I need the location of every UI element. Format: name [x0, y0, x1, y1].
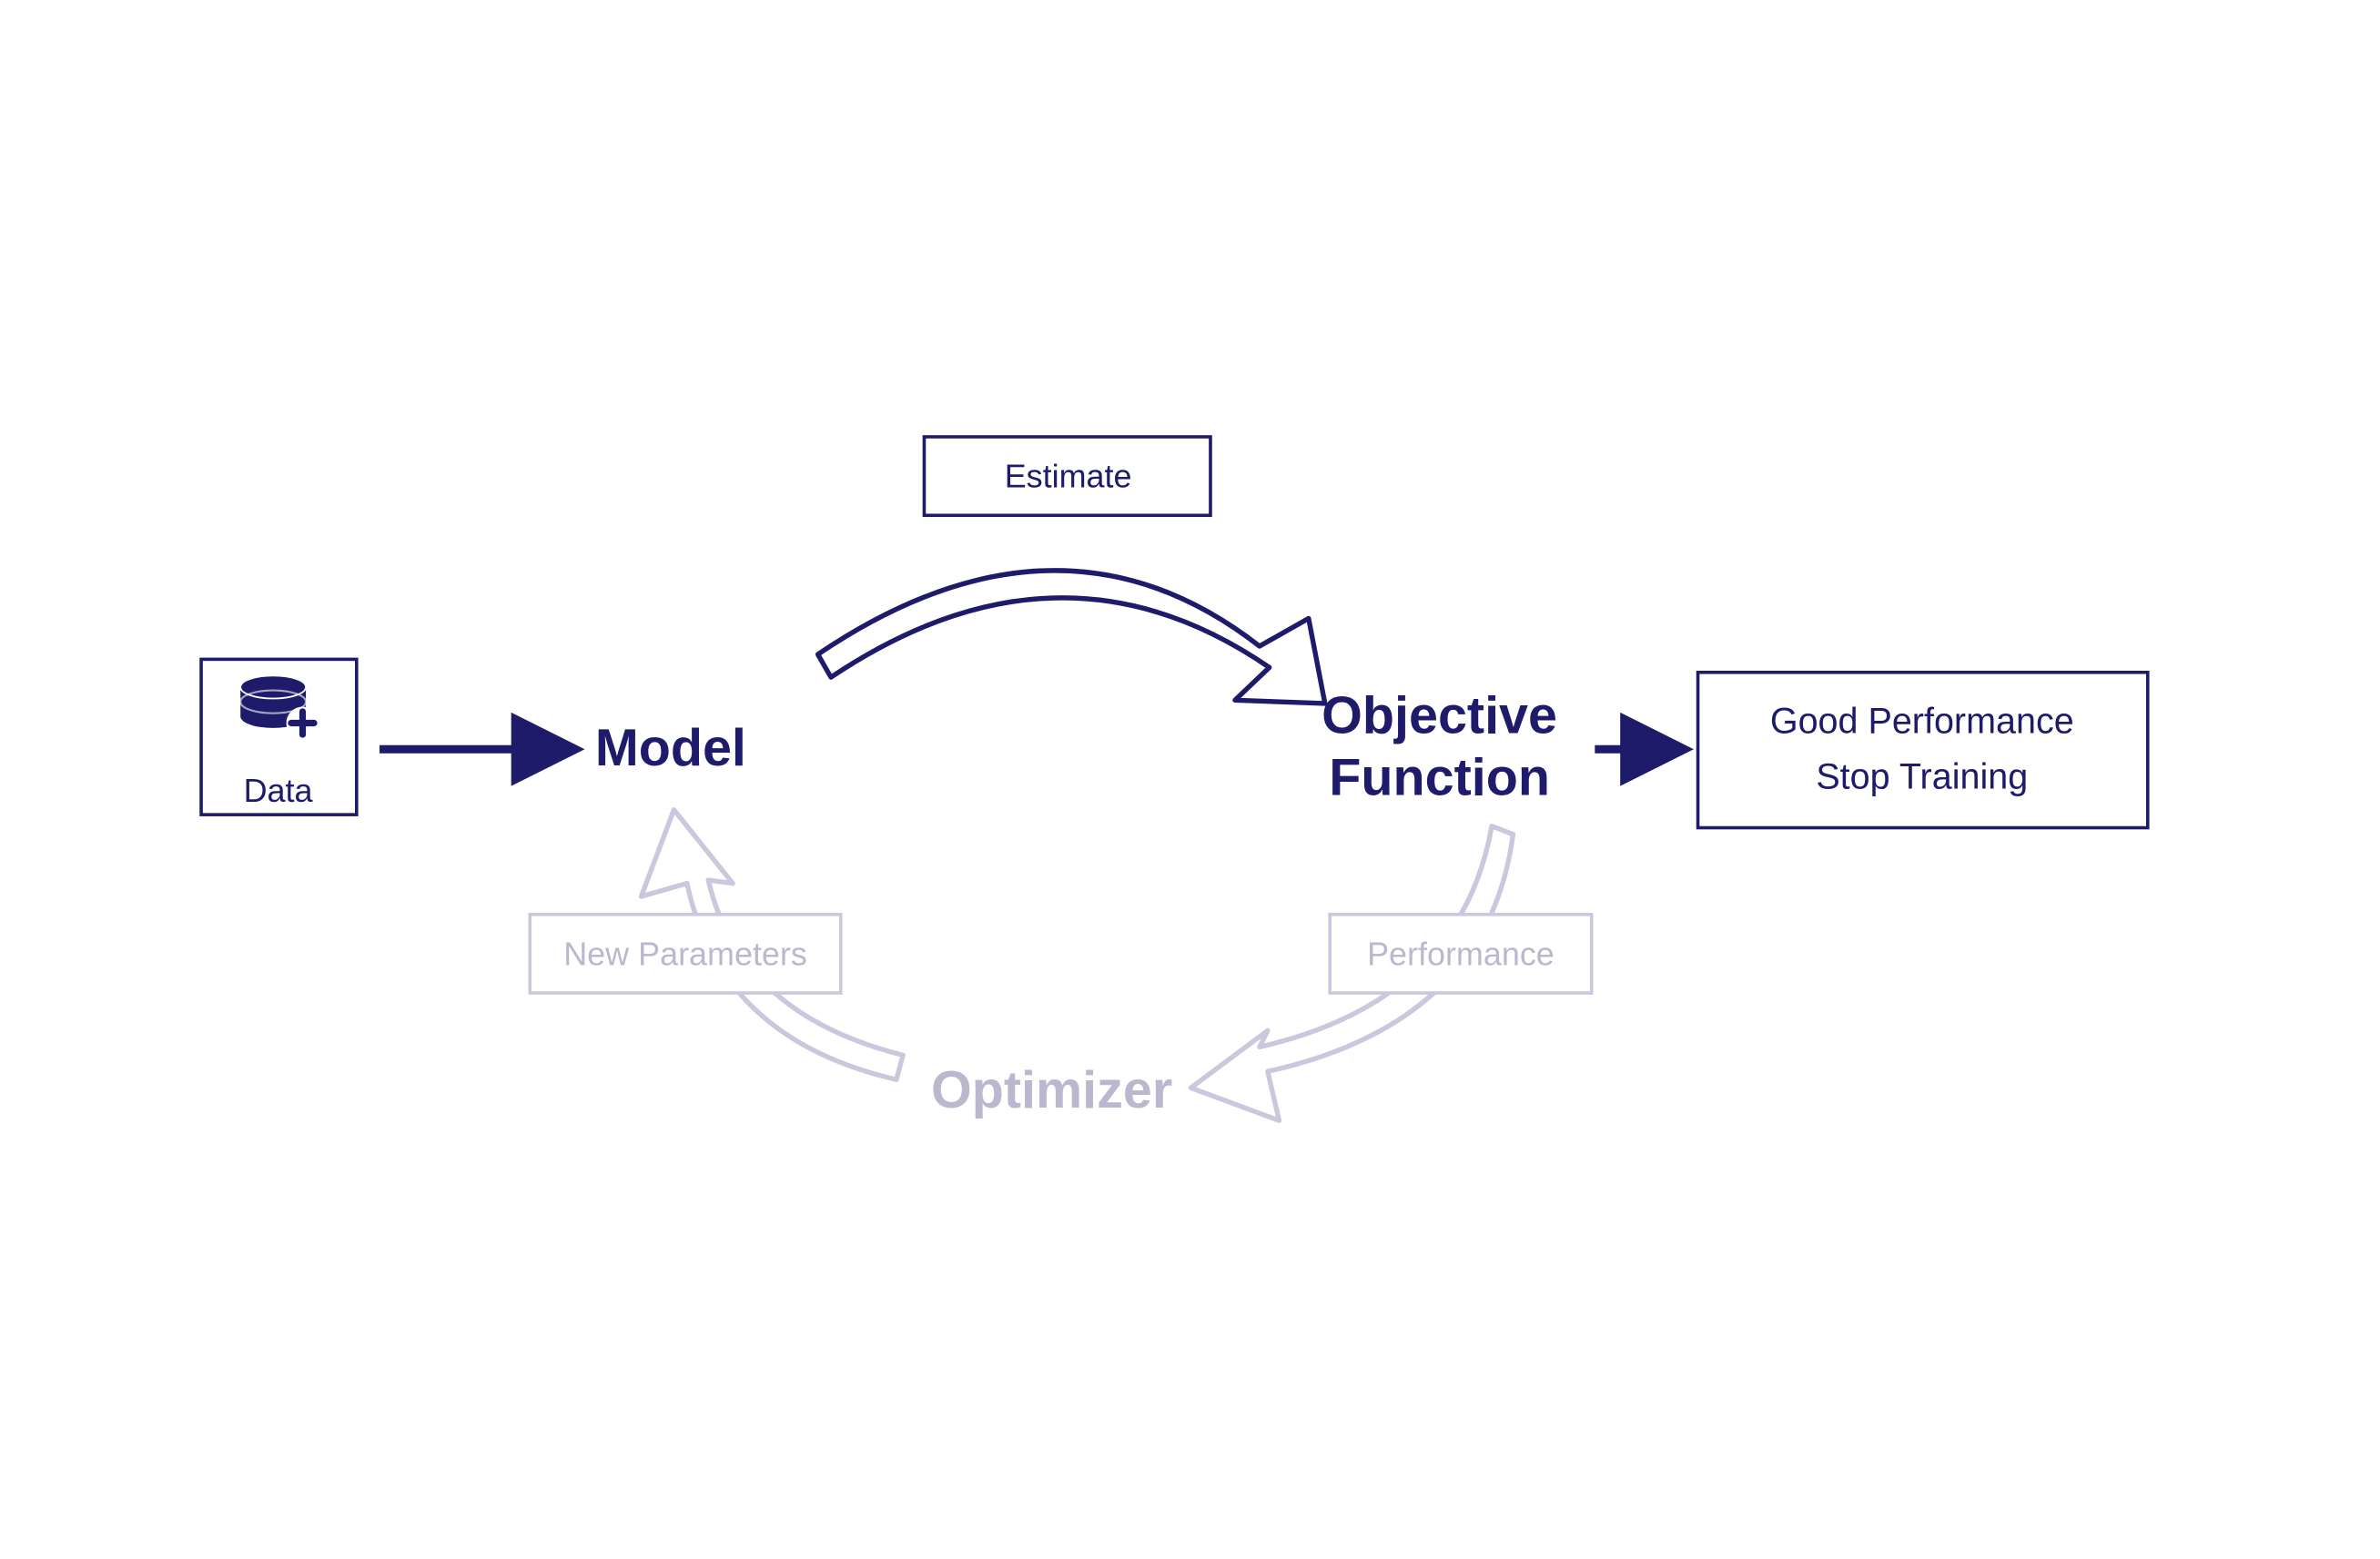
training-loop-diagram: Data Model Estimate Objective Function G…: [0, 0, 2380, 1559]
result-line1: Good Performance: [1770, 701, 2074, 741]
performance-node: Performance: [1330, 915, 1592, 993]
estimate-label: Estimate: [1005, 458, 1132, 495]
new-parameters-node: New Parameters: [530, 915, 840, 993]
result-line2: Stop Training: [1816, 756, 2028, 796]
optimizer-node: Optimizer: [931, 1061, 1172, 1119]
result-node: Good Performance Stop Training: [1698, 673, 2148, 828]
database-plus-icon: [240, 675, 319, 739]
new-parameters-label: New Parameters: [563, 935, 807, 972]
estimate-node: Estimate: [924, 437, 1210, 515]
objective-node: Objective Function: [1322, 686, 1557, 806]
model-node: Model: [595, 719, 746, 777]
performance-label: Performance: [1367, 935, 1555, 972]
objective-line2: Function: [1329, 749, 1550, 807]
data-label: Data: [244, 772, 313, 809]
objective-line1: Objective: [1322, 686, 1557, 744]
data-node: Data: [201, 659, 357, 815]
edge-model-to-objective: [818, 571, 1325, 704]
